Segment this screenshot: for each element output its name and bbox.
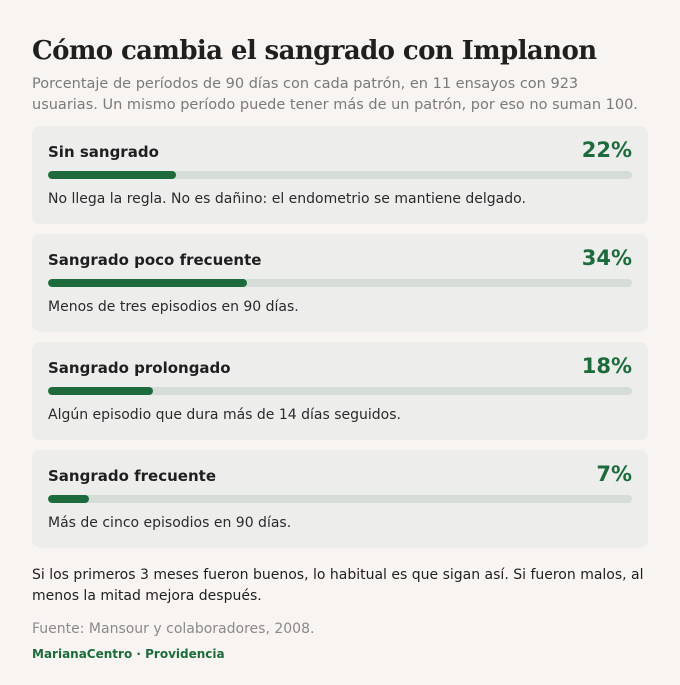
bar-fill — [48, 171, 177, 179]
brand-credit: MarianaCentro · Providencia — [32, 647, 225, 661]
bar-value-label: 22% — [581, 138, 632, 162]
bar-description: No llega la regla. No es dañino: el endo… — [48, 191, 526, 207]
bar-card-prolongado: Sangrado prolongado 18% Algún episodio q… — [32, 342, 648, 440]
footnote: Si los primeros 3 meses fueron buenos, l… — [32, 567, 644, 604]
bar-track — [48, 495, 632, 503]
bar-track — [48, 279, 632, 287]
bar-label: Sangrado prolongado — [48, 359, 231, 377]
bar-fill — [48, 387, 154, 395]
bar-chart: Sin sangrado 22% No llega la regla. No e… — [32, 126, 648, 548]
bar-value-label: 34% — [581, 246, 632, 270]
bar-card-poco-frecuente: Sangrado poco frecuente 34% Menos de tre… — [32, 234, 648, 332]
source-note: Fuente: Mansour y colaboradores, 2008. — [32, 621, 315, 637]
bar-label: Sangrado frecuente — [48, 467, 216, 485]
bar-fill — [48, 495, 89, 503]
bar-value-label: 7% — [596, 462, 632, 486]
bar-value-label: 18% — [581, 354, 632, 378]
page-title: Cómo cambia el sangrado con Implanon — [32, 36, 597, 66]
bar-description: Algún episodio que dura más de 14 días s… — [48, 407, 401, 423]
bar-card-sin-sangrado: Sin sangrado 22% No llega la regla. No e… — [32, 126, 648, 224]
bar-fill — [48, 279, 247, 287]
bar-description: Menos de tres episodios en 90 días. — [48, 299, 299, 315]
bar-track — [48, 171, 632, 179]
bar-card-frecuente: Sangrado frecuente 7% Más de cinco episo… — [32, 450, 648, 548]
subtitle: Porcentaje de períodos de 90 días con ca… — [32, 76, 638, 113]
bar-description: Más de cinco episodios en 90 días. — [48, 515, 292, 531]
bar-label: Sangrado poco frecuente — [48, 251, 262, 269]
bar-label: Sin sangrado — [48, 143, 159, 161]
bar-track — [48, 387, 632, 395]
